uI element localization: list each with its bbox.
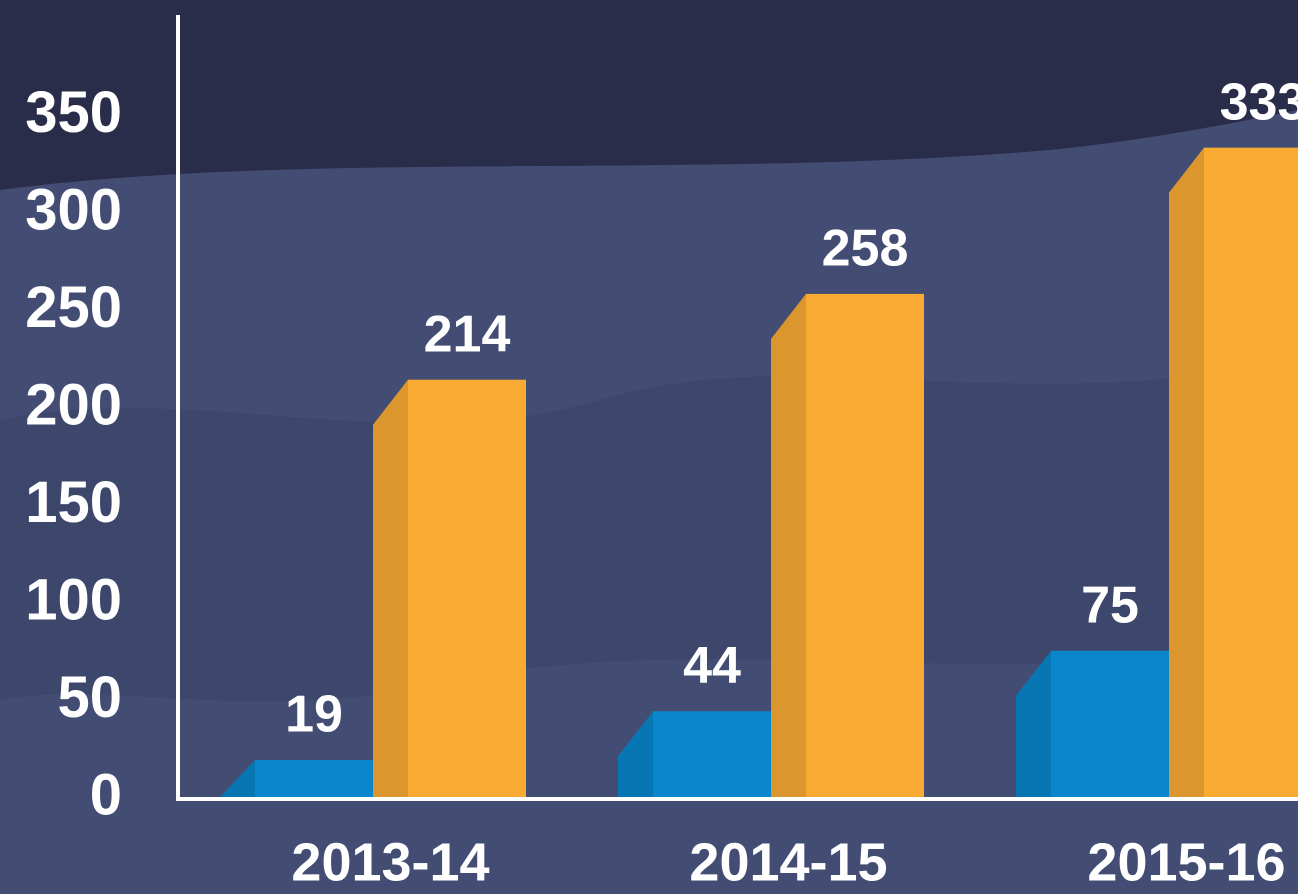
- value-label: 214: [424, 305, 511, 363]
- value-label: 75: [1081, 576, 1139, 634]
- bar: [653, 711, 771, 797]
- bar-side: [373, 379, 408, 797]
- x-tick-label: 2014-15: [689, 832, 887, 892]
- x-tick-label: 2015-16: [1087, 832, 1285, 892]
- x-tick-label: 2013-14: [291, 832, 489, 892]
- bar: [1204, 147, 1298, 797]
- y-tick-label: 150: [25, 470, 122, 535]
- y-tick-label: 250: [25, 275, 122, 340]
- bar-side: [771, 293, 806, 797]
- bar: [255, 759, 373, 797]
- bar-side: [1169, 147, 1204, 797]
- bar: [1051, 650, 1169, 797]
- value-label: 333: [1220, 73, 1298, 131]
- value-label: 19: [285, 686, 343, 744]
- y-tick-label: 200: [25, 372, 122, 437]
- y-tick-label: 0: [90, 762, 122, 827]
- y-tick-label: 300: [25, 177, 122, 242]
- bar: [408, 379, 526, 797]
- bar-side: [618, 711, 653, 797]
- bar-side: [220, 759, 255, 797]
- bar: [806, 293, 924, 797]
- y-tick-label: 100: [25, 567, 122, 632]
- y-tick-label: 350: [25, 80, 122, 145]
- value-label: 258: [822, 220, 909, 278]
- background-shade: [0, 360, 1298, 702]
- bar-side: [1016, 650, 1051, 797]
- y-tick-label: 50: [57, 665, 122, 730]
- value-label: 44: [683, 637, 741, 695]
